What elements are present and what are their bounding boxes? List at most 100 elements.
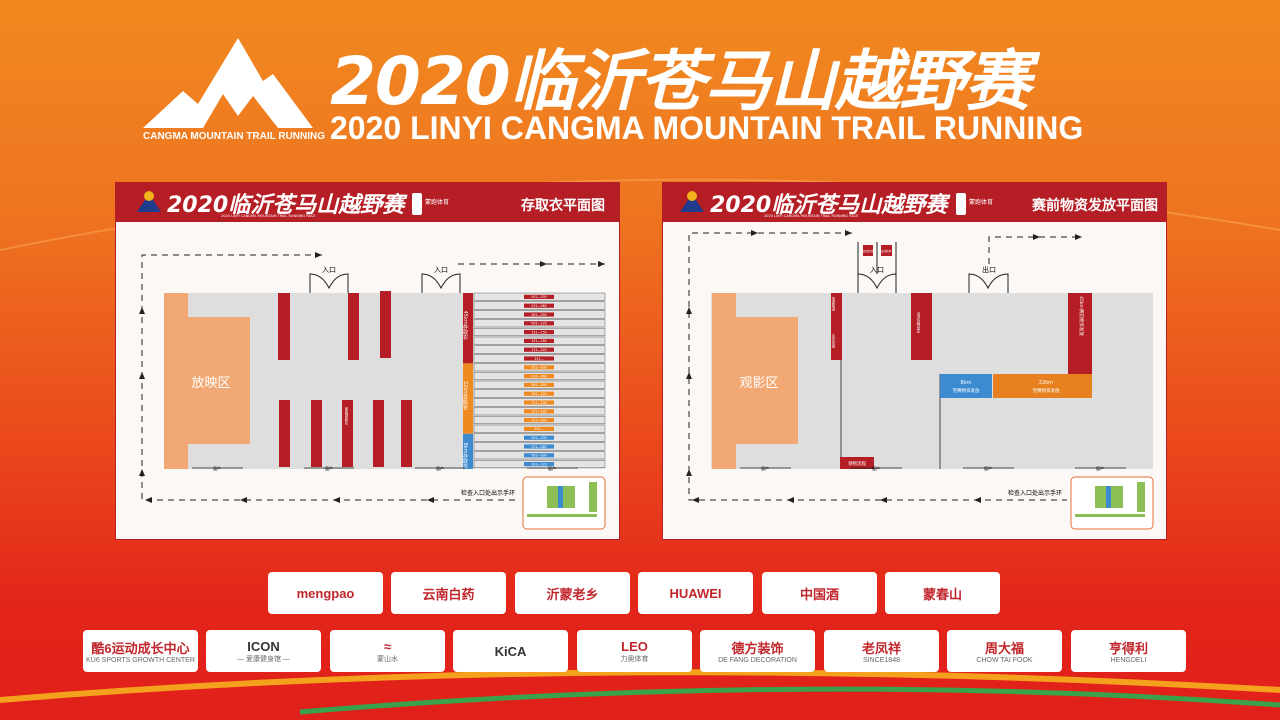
locker-number-tag bbox=[524, 435, 554, 440]
sponsor-name: mengpao bbox=[296, 585, 355, 601]
sponsor-name: 云南白药 bbox=[422, 586, 475, 602]
sponsor-logo: 酷6运动成长中心 KU6 SPORTS GROWTH CENTER bbox=[83, 630, 198, 672]
locker-number: 241— bbox=[534, 357, 544, 361]
banner-subtitle: 2020 LINYI CANGMA MOUNTAIN TRAIL RUNNING… bbox=[221, 214, 315, 218]
sponsor-logo: HUAWEI bbox=[638, 572, 753, 614]
locker-number: 091—120 bbox=[531, 462, 546, 466]
locker-number: 061—090 bbox=[531, 454, 546, 458]
check-label: 疫情检测 bbox=[881, 249, 892, 253]
sponsor-subtitle: 力奥体育 bbox=[620, 655, 649, 663]
banner-org: 蒙跑体育 bbox=[425, 198, 449, 206]
locker-number-tag bbox=[524, 347, 554, 352]
locker-number-tag bbox=[524, 321, 554, 326]
sponsor-name: 酷6运动成长中心 bbox=[91, 641, 190, 656]
panel-banner bbox=[115, 182, 620, 222]
sponsor-logo: mengpao bbox=[268, 572, 383, 614]
sponsor-name: 沂蒙老乡 bbox=[546, 586, 599, 602]
sponsor-subtitle: DE FANG DECORATION bbox=[718, 657, 797, 664]
entrance-label: 入口 bbox=[434, 266, 448, 274]
locker-number: 061—090 bbox=[531, 383, 546, 387]
sponsor-name: 中国酒 bbox=[799, 586, 839, 602]
8km-label: 8km bbox=[961, 380, 972, 386]
epidemic-check-2 bbox=[881, 245, 892, 256]
window-label: 窗户 bbox=[325, 465, 333, 471]
locker-number-tag bbox=[524, 462, 554, 467]
sponsor-subtitle: — 爱康健身馆 — bbox=[237, 655, 290, 663]
window-label: 窗户 bbox=[872, 465, 880, 471]
location-minimap bbox=[1070, 476, 1154, 530]
sponsor-logo: 老凤祥 SINCE1848 bbox=[824, 630, 939, 672]
45km-supply-station bbox=[1068, 293, 1092, 374]
locker-number-tag bbox=[524, 303, 554, 308]
sponsor-name: ICON bbox=[247, 638, 280, 654]
8km-supply-station bbox=[940, 374, 992, 398]
flow-station bbox=[840, 457, 874, 469]
locker-number-tag bbox=[524, 409, 554, 414]
viewing-area-label: 观影区 bbox=[739, 376, 778, 391]
activity-label: 活动及物品区 bbox=[916, 311, 921, 333]
sponsor-subtitle: CHOW TAI FOOK bbox=[976, 657, 1033, 664]
sponsor-name: 周大福 bbox=[984, 641, 1024, 656]
45km-label: 45km赛前物资发放 bbox=[1078, 296, 1085, 336]
sponsor-name: 德方装饰 bbox=[731, 641, 784, 656]
locker-number-tag bbox=[524, 418, 554, 423]
locker-number: 031—060 bbox=[531, 374, 546, 378]
bar-label: 家属观影区 bbox=[344, 406, 349, 424]
locker-number-tag bbox=[524, 374, 554, 379]
walking-route bbox=[688, 232, 1082, 501]
screen-area bbox=[164, 293, 250, 469]
flow-label: 领物流程 bbox=[848, 460, 866, 467]
check-note: 检查入口处出示手环 bbox=[461, 489, 515, 497]
locker-number-tag bbox=[524, 294, 554, 299]
locker-number: 001—030 bbox=[531, 366, 546, 370]
locker-number-tag bbox=[524, 356, 554, 361]
window-label: 窗户 bbox=[213, 465, 221, 471]
mini-logo-icon bbox=[137, 194, 161, 212]
locker-number-tag bbox=[524, 426, 554, 431]
locker-number: 031—060 bbox=[531, 445, 546, 449]
info-check-station bbox=[831, 293, 842, 360]
locker-number: 031—060 bbox=[531, 304, 546, 308]
activity-area bbox=[911, 293, 932, 360]
route-arrows bbox=[139, 252, 605, 503]
locker-number: 091—120 bbox=[531, 392, 546, 396]
locker-number: 151—180 bbox=[531, 410, 546, 414]
8km-sub: 完赛物资发放 bbox=[953, 387, 980, 394]
locker-number: 121—150 bbox=[531, 401, 546, 405]
seating-bars bbox=[278, 291, 412, 467]
logo-text: CANGMA MOUNTAIN TRAIL RUNNING bbox=[143, 131, 326, 142]
sponsor-logo: ≈ 蒙山水 bbox=[330, 630, 445, 672]
locker-number-tag bbox=[524, 365, 554, 370]
location-minimap bbox=[522, 476, 606, 530]
banner-title: 2020临沂苍马山越野赛 bbox=[710, 192, 951, 218]
screen-area-label: 放映区 bbox=[191, 376, 230, 391]
locker-group bbox=[463, 293, 473, 364]
locker-number-tag bbox=[524, 453, 554, 458]
locker-number-tag bbox=[524, 338, 554, 343]
locker-group bbox=[463, 363, 473, 434]
locker-group-label: 22km存取衣 bbox=[462, 381, 468, 412]
window-label: 窗户 bbox=[761, 465, 769, 471]
route-arrows bbox=[686, 230, 1082, 503]
sponsor-subtitle: HENGDELI bbox=[1110, 657, 1147, 664]
banner-org: 蒙跑体育 bbox=[969, 198, 993, 206]
check-label: 疫情检测 bbox=[863, 249, 874, 253]
22km-sub: 完赛物资发放 bbox=[1033, 387, 1060, 394]
banner-subtitle: 2020 LINYI CANGMA MOUNTAIN TRAIL RUNNING… bbox=[764, 214, 858, 218]
epidemic-check-1 bbox=[863, 245, 873, 256]
window-label: 窗户 bbox=[1096, 465, 1104, 471]
locker-number-tag bbox=[524, 400, 554, 405]
locker-number: 091—120 bbox=[531, 322, 546, 326]
locker-number-tag bbox=[524, 330, 554, 335]
sponsor-logo: 亨得利 HENGDELI bbox=[1071, 630, 1186, 672]
supply-distribution-plan-panel: 2020临沂苍马山越野赛 2020 LINYI CANGMA MOUNTAIN … bbox=[661, 181, 1168, 541]
locker-number-tag bbox=[524, 391, 554, 396]
sponsor-logo: KiCA bbox=[453, 630, 568, 672]
sponsor-logo: ICON — 爱康健身馆 — bbox=[206, 630, 321, 672]
info-label: 信息核录 bbox=[831, 296, 836, 312]
22km-label: 22km bbox=[1039, 380, 1053, 386]
sponsor-logo: 沂蒙老乡 bbox=[515, 572, 630, 614]
check-note: 检查入口处出示手环 bbox=[1008, 489, 1062, 497]
entrance-label: 入口 bbox=[870, 266, 884, 274]
locker-number: 241— bbox=[534, 427, 544, 431]
